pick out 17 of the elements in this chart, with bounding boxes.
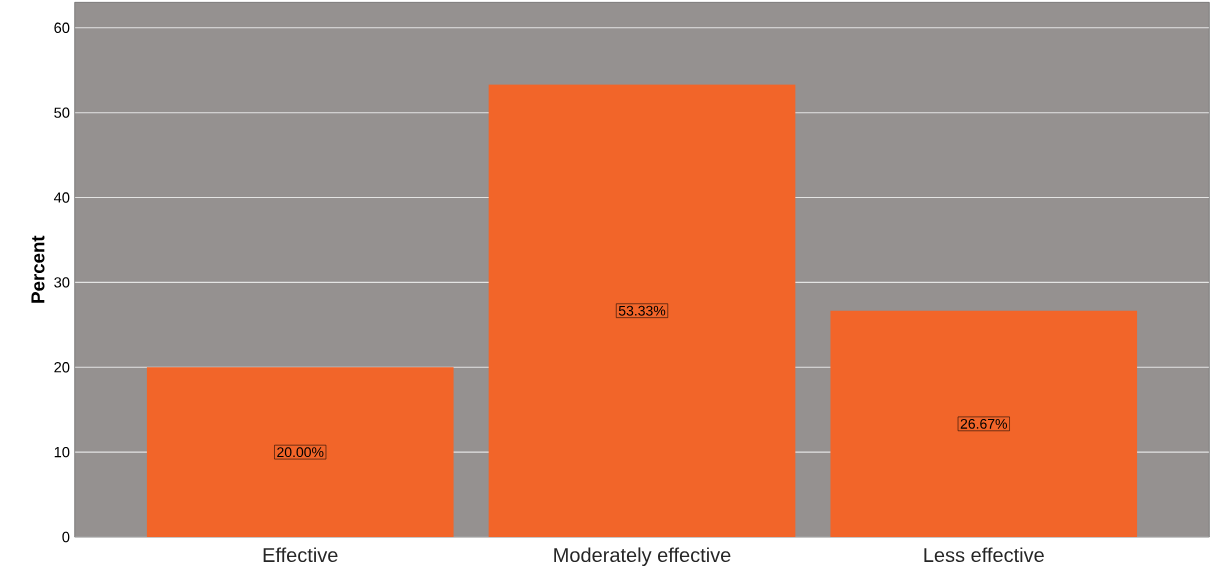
y-axis-title: Percent	[31, 235, 45, 303]
bar	[146, 367, 454, 537]
x-tick-label: Moderately effective	[554, 547, 731, 567]
y-tick-label: 60	[54, 22, 70, 33]
y-tick-label: 10	[54, 446, 70, 458]
y-tick-label: 0	[62, 531, 70, 543]
x-tick-label: Effective	[263, 547, 338, 563]
data-label: 53.33%	[618, 305, 666, 316]
y-tick-label: 20	[54, 362, 70, 373]
y-tick-label: 30	[54, 277, 70, 288]
y-tick-label: 50	[54, 107, 70, 118]
x-tick-label: Less effective	[924, 547, 1044, 563]
y-tick-label: 40	[53, 192, 70, 203]
bar	[830, 310, 1138, 537]
bar	[488, 84, 796, 537]
data-label: 20.00%	[277, 447, 324, 458]
data-label: 26.67%	[960, 418, 1007, 429]
